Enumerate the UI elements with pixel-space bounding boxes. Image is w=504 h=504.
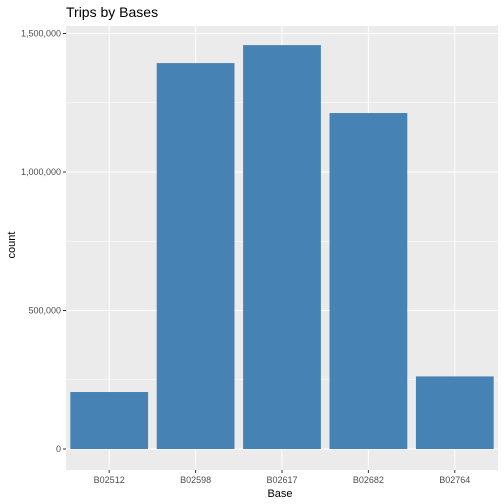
bar-B02598 [156, 63, 235, 449]
x-axis: B02512 B02598 B02617 B02682 B02764 [94, 470, 470, 485]
x-tick-label: B02617 [266, 475, 297, 485]
x-tick-label: B02682 [353, 475, 384, 485]
y-tick-label: 1,500,000 [21, 28, 61, 38]
bar-B02682 [329, 113, 408, 450]
bars [70, 45, 494, 450]
y-tick-label: 500,000 [28, 305, 61, 315]
bar-B02764 [415, 376, 494, 449]
x-tick-label: B02598 [180, 475, 211, 485]
y-axis: 0 500,000 1,000,000 1,500,000 [21, 28, 66, 454]
x-axis-title: Base [267, 488, 292, 500]
x-tick-label: B02764 [439, 475, 470, 485]
y-axis-title: count [6, 232, 18, 259]
bar-B02512 [70, 392, 149, 449]
bar-B02617 [243, 45, 321, 450]
y-tick-label: 1,000,000 [21, 167, 61, 177]
y-tick-label: 0 [56, 444, 61, 454]
x-tick-label: B02512 [94, 475, 125, 485]
chart-title: Trips by Bases [66, 4, 158, 20]
